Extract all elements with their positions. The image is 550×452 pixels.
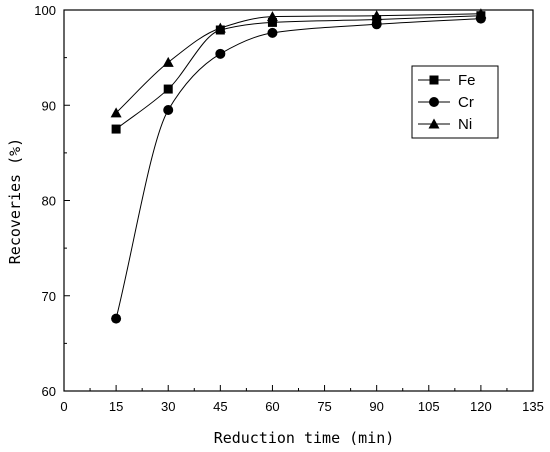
data-point-ni bbox=[162, 56, 174, 67]
y-tick-label: 60 bbox=[42, 384, 56, 399]
x-tick-label: 120 bbox=[470, 399, 492, 414]
legend-marker-fe bbox=[429, 75, 439, 85]
x-tick-label: 15 bbox=[109, 399, 123, 414]
data-point-fe bbox=[111, 124, 121, 134]
data-point-cr bbox=[267, 27, 278, 38]
y-tick-label: 100 bbox=[34, 3, 56, 18]
x-tick-label: 135 bbox=[522, 399, 544, 414]
legend: Fe Cr Ni bbox=[411, 65, 499, 139]
x-tick-label: 105 bbox=[418, 399, 440, 414]
data-point-cr bbox=[111, 313, 122, 324]
data-point-cr bbox=[215, 48, 226, 59]
y-axis-title: Recoveries (%) bbox=[6, 138, 24, 264]
x-tick-label: 0 bbox=[60, 399, 67, 414]
legend-label-ni: Ni bbox=[458, 116, 472, 133]
ticks: 0 15 30 45 60 75 90 105 120 135 60 70 80 90 100 bbox=[34, 3, 544, 414]
legend-marker-ni bbox=[428, 118, 440, 129]
legend-marker-cr bbox=[429, 97, 439, 107]
series-cr bbox=[111, 13, 486, 324]
y-tick-label: 70 bbox=[42, 289, 56, 304]
x-axis-title: Reduction time (min) bbox=[214, 429, 395, 447]
data-point-ni bbox=[371, 10, 383, 21]
series-group bbox=[110, 8, 487, 324]
series-line-cr bbox=[115, 18, 481, 319]
y-tick-label: 90 bbox=[42, 98, 56, 113]
data-point-ni bbox=[110, 107, 122, 118]
x-tick-label: 75 bbox=[317, 399, 331, 414]
x-tick-label: 30 bbox=[161, 399, 175, 414]
data-point-fe bbox=[267, 17, 277, 27]
data-point-fe bbox=[163, 84, 173, 94]
data-point-ni bbox=[266, 11, 278, 22]
data-point-cr bbox=[163, 105, 174, 116]
data-point-ni bbox=[214, 22, 226, 33]
x-tick-label: 90 bbox=[369, 399, 383, 414]
legend-label-fe: Fe bbox=[458, 72, 476, 89]
x-tick-label: 60 bbox=[265, 399, 279, 414]
y-tick-label: 80 bbox=[42, 194, 56, 209]
data-point-cr bbox=[371, 19, 382, 30]
legend-label-cr: Cr bbox=[458, 94, 474, 111]
series-ni bbox=[110, 8, 487, 118]
data-point-ni bbox=[475, 8, 487, 19]
x-tick-label: 45 bbox=[213, 399, 227, 414]
